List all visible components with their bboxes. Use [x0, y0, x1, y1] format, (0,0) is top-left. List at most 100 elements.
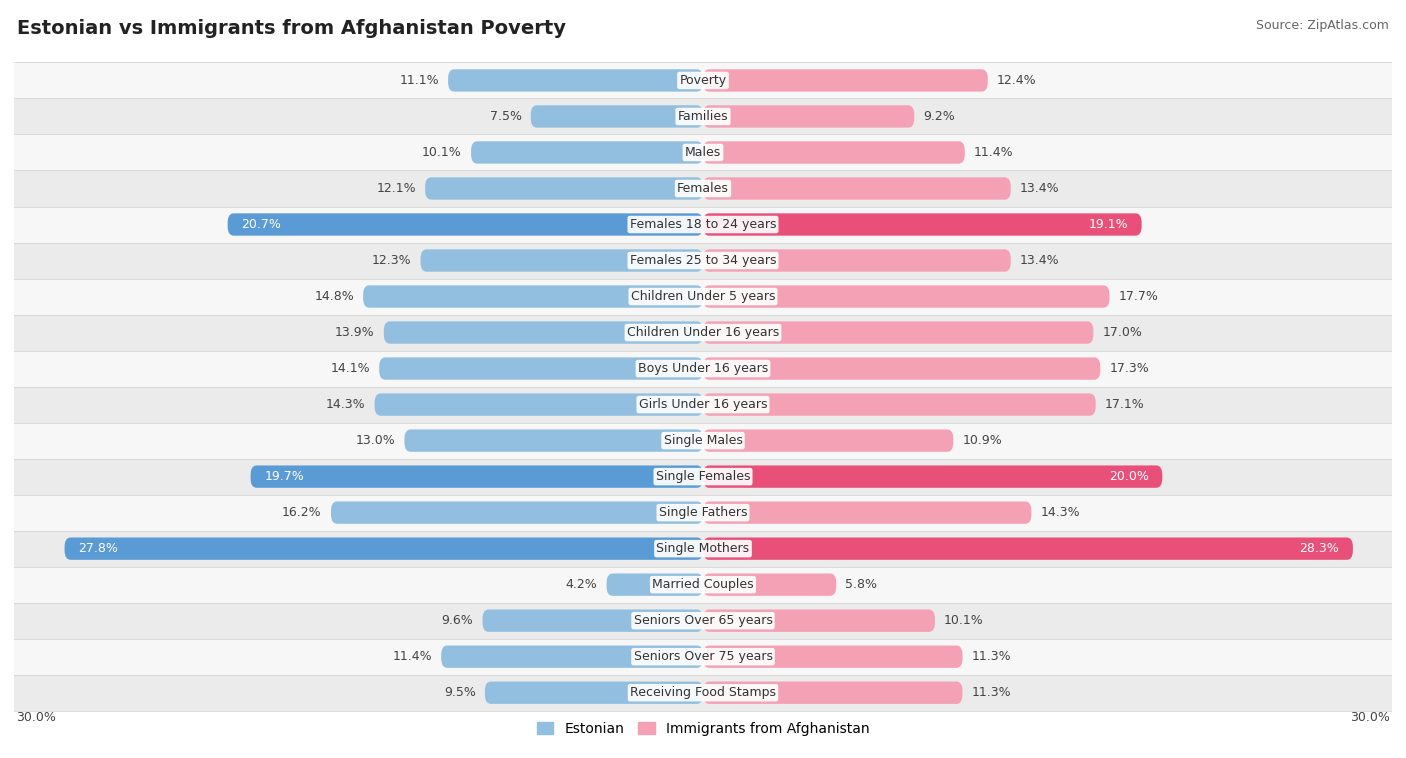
Text: 4.2%: 4.2%	[565, 578, 598, 591]
Text: Females 18 to 24 years: Females 18 to 24 years	[630, 218, 776, 231]
Text: 11.3%: 11.3%	[972, 686, 1011, 699]
Text: 9.5%: 9.5%	[444, 686, 475, 699]
Bar	[14, 243, 1392, 278]
Text: Seniors Over 75 years: Seniors Over 75 years	[634, 650, 772, 663]
Text: 12.1%: 12.1%	[377, 182, 416, 195]
Text: Children Under 16 years: Children Under 16 years	[627, 326, 779, 339]
Text: 17.1%: 17.1%	[1105, 398, 1144, 411]
Bar	[14, 459, 1392, 495]
FancyBboxPatch shape	[228, 213, 703, 236]
Text: Families: Families	[678, 110, 728, 123]
Text: Girls Under 16 years: Girls Under 16 years	[638, 398, 768, 411]
FancyBboxPatch shape	[531, 105, 703, 127]
Text: 11.1%: 11.1%	[399, 74, 439, 87]
Bar	[14, 171, 1392, 206]
FancyBboxPatch shape	[703, 141, 965, 164]
FancyBboxPatch shape	[703, 502, 1032, 524]
Bar	[14, 603, 1392, 639]
FancyBboxPatch shape	[703, 609, 935, 632]
Text: 11.4%: 11.4%	[392, 650, 432, 663]
FancyBboxPatch shape	[65, 537, 703, 560]
Text: 30.0%: 30.0%	[17, 712, 56, 725]
Bar	[14, 99, 1392, 134]
Bar	[14, 387, 1392, 423]
Bar	[14, 134, 1392, 171]
Text: 10.1%: 10.1%	[945, 614, 984, 627]
FancyBboxPatch shape	[703, 213, 1142, 236]
Text: 14.1%: 14.1%	[330, 362, 370, 375]
FancyBboxPatch shape	[485, 681, 703, 704]
Text: Single Males: Single Males	[664, 434, 742, 447]
FancyBboxPatch shape	[363, 285, 703, 308]
FancyBboxPatch shape	[703, 177, 1011, 199]
Text: Females: Females	[678, 182, 728, 195]
FancyBboxPatch shape	[703, 430, 953, 452]
FancyBboxPatch shape	[703, 465, 1163, 488]
Text: Seniors Over 65 years: Seniors Over 65 years	[634, 614, 772, 627]
FancyBboxPatch shape	[405, 430, 703, 452]
FancyBboxPatch shape	[703, 105, 914, 127]
Bar	[14, 531, 1392, 567]
FancyBboxPatch shape	[250, 465, 703, 488]
Text: 12.4%: 12.4%	[997, 74, 1036, 87]
Text: 14.3%: 14.3%	[326, 398, 366, 411]
FancyBboxPatch shape	[703, 249, 1011, 271]
Text: 17.7%: 17.7%	[1119, 290, 1159, 303]
FancyBboxPatch shape	[703, 285, 1109, 308]
Text: 7.5%: 7.5%	[489, 110, 522, 123]
Text: 10.1%: 10.1%	[422, 146, 461, 159]
Text: Single Mothers: Single Mothers	[657, 542, 749, 555]
Bar	[14, 315, 1392, 350]
Text: 13.4%: 13.4%	[1019, 254, 1060, 267]
FancyBboxPatch shape	[482, 609, 703, 632]
Text: 9.6%: 9.6%	[441, 614, 474, 627]
Text: Estonian vs Immigrants from Afghanistan Poverty: Estonian vs Immigrants from Afghanistan …	[17, 19, 565, 38]
FancyBboxPatch shape	[703, 358, 1101, 380]
Bar	[14, 675, 1392, 711]
Bar	[14, 495, 1392, 531]
FancyBboxPatch shape	[703, 646, 963, 668]
FancyBboxPatch shape	[420, 249, 703, 271]
FancyBboxPatch shape	[380, 358, 703, 380]
FancyBboxPatch shape	[703, 537, 1353, 560]
FancyBboxPatch shape	[471, 141, 703, 164]
Bar	[14, 567, 1392, 603]
Text: Single Females: Single Females	[655, 470, 751, 483]
Text: 11.3%: 11.3%	[972, 650, 1011, 663]
FancyBboxPatch shape	[703, 69, 988, 92]
Text: 20.0%: 20.0%	[1109, 470, 1149, 483]
Bar	[14, 206, 1392, 243]
FancyBboxPatch shape	[703, 681, 963, 704]
FancyBboxPatch shape	[703, 393, 1095, 415]
Bar	[14, 350, 1392, 387]
Text: 10.9%: 10.9%	[963, 434, 1002, 447]
Bar	[14, 423, 1392, 459]
Bar	[14, 278, 1392, 315]
Text: 11.4%: 11.4%	[974, 146, 1014, 159]
FancyBboxPatch shape	[449, 69, 703, 92]
Text: 27.8%: 27.8%	[79, 542, 118, 555]
Text: 13.9%: 13.9%	[335, 326, 374, 339]
Text: 5.8%: 5.8%	[845, 578, 877, 591]
Text: 14.3%: 14.3%	[1040, 506, 1080, 519]
Text: Males: Males	[685, 146, 721, 159]
Text: 12.3%: 12.3%	[371, 254, 412, 267]
Bar	[14, 639, 1392, 675]
FancyBboxPatch shape	[374, 393, 703, 415]
FancyBboxPatch shape	[606, 574, 703, 596]
Text: 28.3%: 28.3%	[1299, 542, 1339, 555]
Text: 20.7%: 20.7%	[242, 218, 281, 231]
Text: Married Couples: Married Couples	[652, 578, 754, 591]
Text: 16.2%: 16.2%	[283, 506, 322, 519]
Text: Females 25 to 34 years: Females 25 to 34 years	[630, 254, 776, 267]
FancyBboxPatch shape	[384, 321, 703, 343]
Text: 14.8%: 14.8%	[314, 290, 354, 303]
Bar	[14, 62, 1392, 99]
FancyBboxPatch shape	[425, 177, 703, 199]
Text: Boys Under 16 years: Boys Under 16 years	[638, 362, 768, 375]
Text: Poverty: Poverty	[679, 74, 727, 87]
Text: 30.0%: 30.0%	[1350, 712, 1389, 725]
Text: Source: ZipAtlas.com: Source: ZipAtlas.com	[1256, 19, 1389, 32]
Text: Receiving Food Stamps: Receiving Food Stamps	[630, 686, 776, 699]
Text: 13.4%: 13.4%	[1019, 182, 1060, 195]
